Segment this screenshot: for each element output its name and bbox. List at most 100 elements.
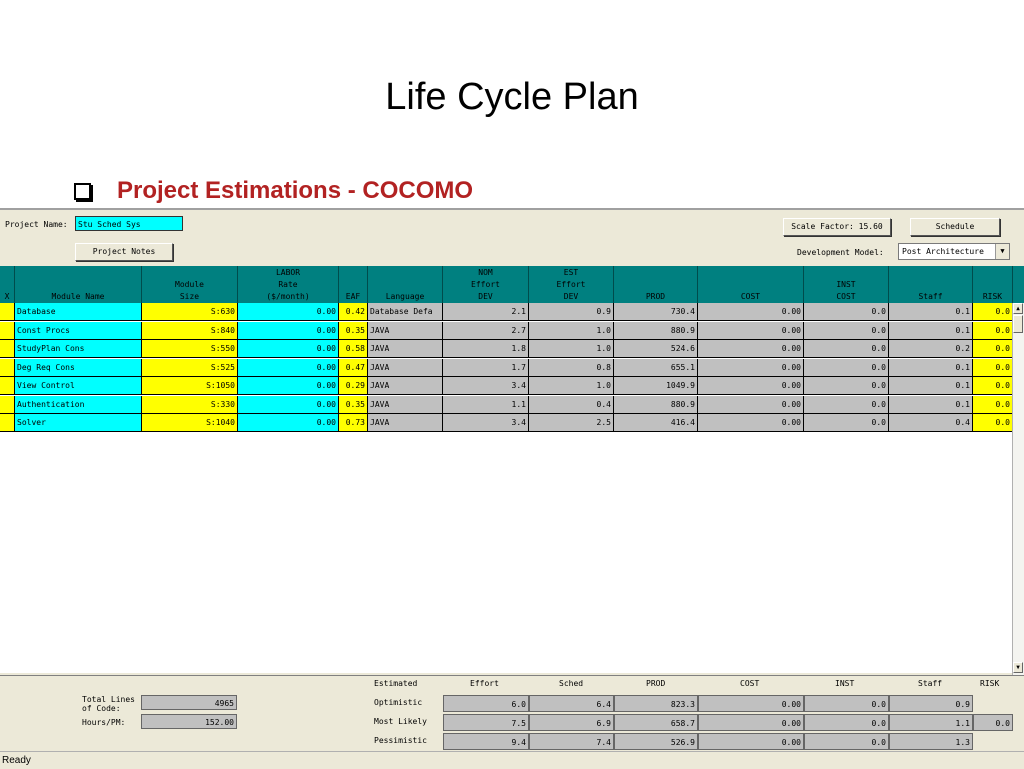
cell-labor-rate[interactable]: 0.00 — [238, 340, 339, 358]
column-header-risk[interactable]: RISK — [973, 266, 1013, 303]
cell-eaf[interactable]: 0.73 — [339, 414, 368, 432]
cell-nom-effort[interactable]: 3.4 — [443, 377, 529, 395]
cell-cost[interactable]: 0.00 — [698, 358, 804, 377]
cell-est-effort[interactable]: 1.0 — [529, 377, 614, 395]
cell-module-name[interactable]: View Control — [15, 377, 142, 395]
cell-risk[interactable]: 0.0 — [973, 414, 1013, 432]
cell-nom-effort[interactable]: 1.8 — [443, 340, 529, 358]
column-header-nom-effort[interactable]: NOM Effort DEV — [443, 266, 529, 303]
cell-language[interactable]: JAVA — [368, 321, 443, 340]
cell-prod[interactable]: 880.9 — [614, 321, 698, 340]
cell-eaf[interactable]: 0.47 — [339, 358, 368, 377]
cell-language[interactable]: JAVA — [368, 414, 443, 432]
project-notes-button[interactable]: Project Notes — [75, 243, 173, 261]
cell-est-effort[interactable]: 0.8 — [529, 358, 614, 377]
cell-staff[interactable]: 0.4 — [889, 414, 973, 432]
cell-est-effort[interactable]: 1.0 — [529, 340, 614, 358]
cell-est-effort[interactable]: 2.5 — [529, 414, 614, 432]
cell-risk[interactable]: 0.0 — [973, 340, 1013, 358]
cell-est-effort[interactable]: 0.9 — [529, 303, 614, 321]
cell-module-size[interactable]: S:525 — [142, 358, 238, 377]
grid-scrollbar[interactable]: ▲ ▼ — [1012, 303, 1024, 675]
cell-x[interactable] — [0, 340, 15, 358]
column-header-eaf[interactable]: EAF — [339, 266, 368, 303]
cell-prod[interactable]: 1049.9 — [614, 377, 698, 395]
cell-labor-rate[interactable]: 0.00 — [238, 321, 339, 340]
table-row[interactable]: Deg Req Cons S:525 0.00 0.47 JAVA 1.7 0.8 655.1… — [0, 358, 1013, 377]
cell-eaf[interactable]: 0.35 — [339, 395, 368, 414]
cell-est-effort[interactable]: 0.4 — [529, 395, 614, 414]
column-header-cost[interactable]: COST — [698, 266, 804, 303]
table-row[interactable]: StudyPlan Cons S:550 0.00 0.58 JAVA 1.8 1.0 524… — [0, 340, 1013, 358]
cell-prod[interactable]: 655.1 — [614, 358, 698, 377]
schedule-button[interactable]: Schedule — [910, 218, 1000, 236]
cell-x[interactable] — [0, 303, 15, 321]
cell-module-size[interactable]: S:330 — [142, 395, 238, 414]
scroll-thumb[interactable] — [1013, 315, 1023, 333]
scroll-down-icon[interactable]: ▼ — [1013, 662, 1023, 673]
cell-module-name[interactable]: Deg Req Cons — [15, 358, 142, 377]
cell-prod[interactable]: 730.4 — [614, 303, 698, 321]
cell-language[interactable]: JAVA — [368, 395, 443, 414]
cell-labor-rate[interactable]: 0.00 — [238, 303, 339, 321]
cell-staff[interactable]: 0.2 — [889, 340, 973, 358]
cell-nom-effort[interactable]: 3.4 — [443, 414, 529, 432]
cell-module-size[interactable]: S:1050 — [142, 377, 238, 395]
project-name-input[interactable]: Stu Sched Sys — [75, 216, 183, 231]
cell-x[interactable] — [0, 358, 15, 377]
dev-model-select[interactable]: Post Architecture ▼ — [898, 243, 1010, 260]
column-header-language[interactable]: Language — [368, 266, 443, 303]
cell-inst-cost[interactable]: 0.0 — [804, 321, 889, 340]
cell-risk[interactable]: 0.0 — [973, 303, 1013, 321]
cell-inst-cost[interactable]: 0.0 — [804, 358, 889, 377]
cell-x[interactable] — [0, 395, 15, 414]
cell-est-effort[interactable]: 1.0 — [529, 321, 614, 340]
cell-prod[interactable]: 880.9 — [614, 395, 698, 414]
cell-cost[interactable]: 0.00 — [698, 377, 804, 395]
cell-module-size[interactable]: S:840 — [142, 321, 238, 340]
cell-prod[interactable]: 416.4 — [614, 414, 698, 432]
cell-cost[interactable]: 0.00 — [698, 340, 804, 358]
cell-risk[interactable]: 0.0 — [973, 358, 1013, 377]
cell-eaf[interactable]: 0.35 — [339, 321, 368, 340]
column-header-inst-cost[interactable]: INST COST — [804, 266, 889, 303]
cell-module-size[interactable]: S:550 — [142, 340, 238, 358]
cell-cost[interactable]: 0.00 — [698, 303, 804, 321]
table-row[interactable]: Solver S:1040 0.00 0.73 JAVA 3.4 2.5 416.4 0.00 0… — [0, 414, 1013, 432]
cell-eaf[interactable]: 0.29 — [339, 377, 368, 395]
cell-staff[interactable]: 0.1 — [889, 303, 973, 321]
cell-x[interactable] — [0, 321, 15, 340]
cell-inst-cost[interactable]: 0.0 — [804, 414, 889, 432]
cell-cost[interactable]: 0.00 — [698, 414, 804, 432]
cell-x[interactable] — [0, 377, 15, 395]
cell-risk[interactable]: 0.0 — [973, 377, 1013, 395]
cell-module-name[interactable]: Database — [15, 303, 142, 321]
column-header-staff[interactable]: Staff — [889, 266, 973, 303]
cell-cost[interactable]: 0.00 — [698, 395, 804, 414]
column-header-labor-rate[interactable]: LABOR Rate ($/month) — [238, 266, 339, 303]
table-row[interactable]: Authentication S:330 0.00 0.35 JAVA 1.1 0.4 880… — [0, 395, 1013, 414]
cell-language[interactable]: Database Defa — [368, 303, 443, 321]
cell-inst-cost[interactable]: 0.0 — [804, 303, 889, 321]
cell-language[interactable]: JAVA — [368, 340, 443, 358]
table-row[interactable]: Const Procs S:840 0.00 0.35 JAVA 2.7 1.0 880.9 0… — [0, 321, 1013, 340]
cell-inst-cost[interactable]: 0.0 — [804, 340, 889, 358]
scroll-up-icon[interactable]: ▲ — [1013, 303, 1023, 314]
cell-language[interactable]: JAVA — [368, 358, 443, 377]
cell-language[interactable]: JAVA — [368, 377, 443, 395]
cell-staff[interactable]: 0.1 — [889, 395, 973, 414]
column-header-prod[interactable]: PROD — [614, 266, 698, 303]
cell-eaf[interactable]: 0.58 — [339, 340, 368, 358]
cell-nom-effort[interactable]: 2.1 — [443, 303, 529, 321]
cell-inst-cost[interactable]: 0.0 — [804, 395, 889, 414]
cell-module-size[interactable]: S:1040 — [142, 414, 238, 432]
cell-eaf[interactable]: 0.42 — [339, 303, 368, 321]
table-row[interactable]: Database S:630 0.00 0.42 Database Defa 2.1 0.9… — [0, 303, 1013, 321]
cell-inst-cost[interactable]: 0.0 — [804, 377, 889, 395]
cell-staff[interactable]: 0.1 — [889, 377, 973, 395]
cell-staff[interactable]: 0.1 — [889, 321, 973, 340]
cell-risk[interactable]: 0.0 — [973, 395, 1013, 414]
cell-module-name[interactable]: Authentication — [15, 395, 142, 414]
cell-nom-effort[interactable]: 1.7 — [443, 358, 529, 377]
cell-staff[interactable]: 0.1 — [889, 358, 973, 377]
